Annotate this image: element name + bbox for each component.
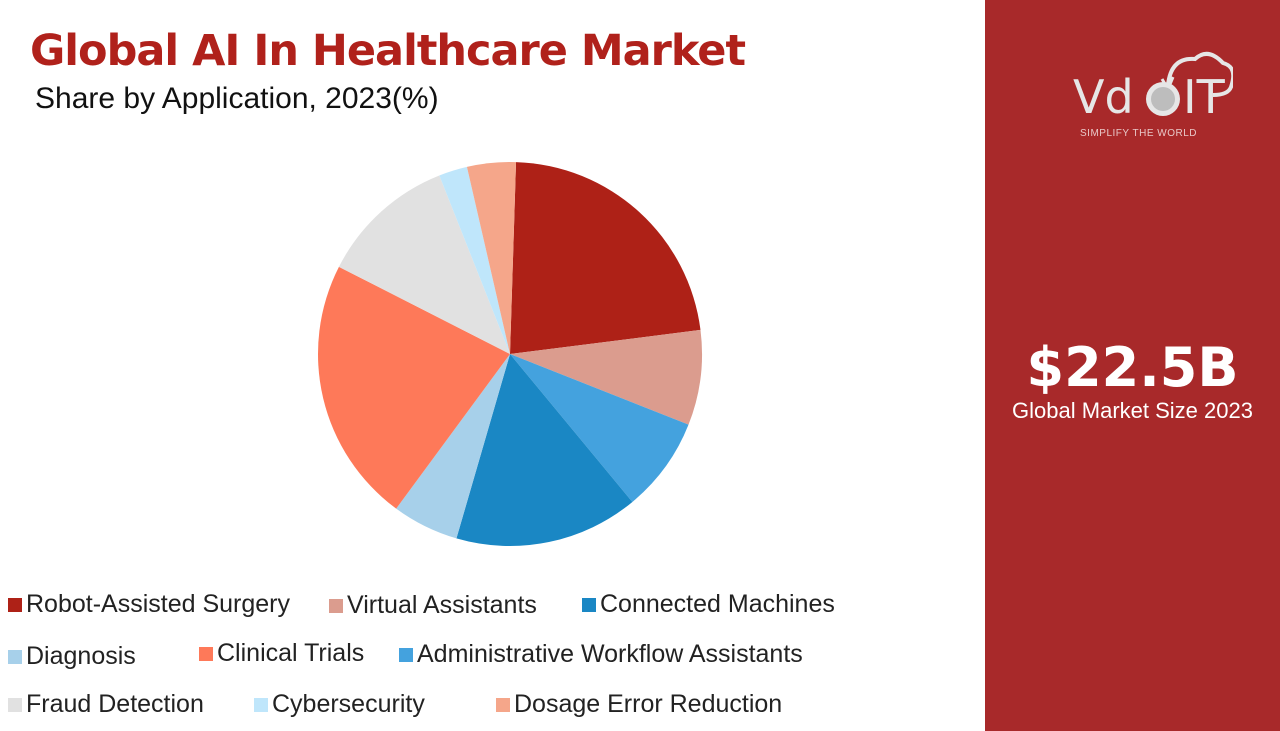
legend-label: Fraud Detection [26, 690, 204, 718]
chart-subtitle: Share by Application, 2023(%) [35, 82, 439, 115]
svg-text:IT: IT [1183, 70, 1226, 124]
market-size-caption: Global Market Size 2023 [1012, 398, 1253, 423]
pie-slice-dosage-error-reduction [466, 162, 517, 354]
legend-swatch [8, 697, 22, 712]
legend-item: Administrative Workflow Assistants [399, 640, 803, 669]
logo-tagline: SIMPLIFY THE WORLD [1080, 128, 1197, 139]
market-size-value: $22.5B [1026, 336, 1239, 399]
legend-swatch [399, 647, 413, 662]
legend-label: Clinical Trials [217, 639, 365, 667]
pie-slice-fraud-detection [338, 175, 510, 354]
legend-item: Fraud Detection [8, 690, 204, 719]
legend-swatch [329, 598, 343, 613]
pie-chart [318, 162, 702, 546]
pie-slice-robot-assisted-surgery [510, 162, 701, 354]
legend-swatch [199, 646, 213, 661]
legend-swatch [582, 597, 596, 612]
vdoit-logo: Vd IT [1073, 51, 1233, 124]
pie-slice-connected-machines [456, 354, 633, 546]
legend-item: Robot-Assisted Surgery [8, 590, 290, 619]
legend-item: Dosage Error Reduction [496, 690, 782, 719]
legend-swatch [8, 597, 22, 612]
side-panel: Vd IT SIMPLIFY THE WORLD $22.5B Global M… [985, 0, 1280, 731]
legend-item: Connected Machines [582, 590, 835, 619]
legend-item: Cybersecurity [254, 690, 425, 719]
pie-slice-cybersecurity [439, 166, 510, 354]
svg-text:Vd: Vd [1073, 70, 1134, 124]
legend-swatch [496, 697, 510, 712]
pie-slice-virtual-assistants [510, 329, 702, 425]
legend-swatch [254, 697, 268, 712]
legend-label: Cybersecurity [272, 690, 425, 718]
chart-title: Global AI In Healthcare Market [30, 26, 746, 76]
pie-slice-administrative-workflow-assistants [510, 354, 689, 502]
legend-label: Administrative Workflow Assistants [417, 640, 803, 668]
legend-label: Dosage Error Reduction [514, 690, 783, 718]
legend-item: Diagnosis [8, 642, 136, 671]
legend-item: Clinical Trials [199, 639, 364, 668]
legend-item: Virtual Assistants [329, 591, 537, 620]
legend-label: Diagnosis [26, 642, 136, 670]
legend-label: Connected Machines [600, 590, 835, 618]
pie-slice-clinical-trials [318, 266, 510, 509]
legend-label: Robot-Assisted Surgery [26, 590, 291, 618]
pie-slice-diagnosis [396, 354, 510, 539]
legend-swatch [8, 649, 22, 664]
legend-label: Virtual Assistants [347, 591, 537, 619]
